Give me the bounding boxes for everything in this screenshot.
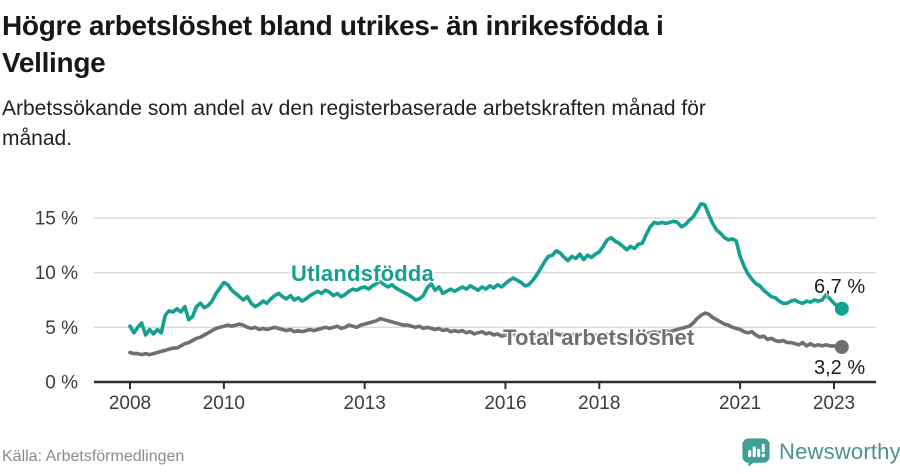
y-axis-tick-label: 15 % [35,209,78,230]
x-axis-tick-label: 2016 [484,393,526,414]
series-line-0 [128,202,844,337]
series-line-1 [128,311,844,357]
x-axis-tick-label: 2023 [813,393,855,414]
end-value-label-utlandsfodda: 6,7 % [814,276,866,298]
series-label-total-arbetsloshet: Total arbetslöshet [503,325,695,350]
newsworthy-logo[interactable]: Newsworthy [741,437,900,467]
page-subtitle: Arbetssökande som andel av den registerb… [2,97,706,150]
series-end-dot-0 [834,301,849,316]
y-axis-tick-label: 5 % [45,318,78,339]
source-note: Källa: Arbetsförmedlingen [2,448,185,465]
x-axis-tick-label: 2008 [109,393,151,414]
line-chart: 15 % 10 % 5 % 0 % 2008 2010 2013 2016 2018 2021 20… [35,202,876,414]
x-axis-tick-label: 2018 [578,393,620,414]
x-axis-tick-label: 2013 [344,393,386,414]
end-value-label-total: 3,2 % [814,357,866,379]
y-axis-tick-label: 10 % [35,263,78,284]
y-axis-tick-label: 0 % [45,373,78,394]
newsworthy-speech-bubble-chart-icon [742,438,770,467]
series-label-utlandsfodda: Utlandsfödda [291,261,434,286]
page-title: Högre arbetslöshet bland utrikes- än inr… [2,10,664,78]
x-axis-tick-label: 2010 [203,393,245,414]
series-end-dot-1 [834,340,849,354]
newsworthy-wordmark: Newsworthy [779,439,900,464]
x-axis-tick-label: 2021 [719,393,761,414]
